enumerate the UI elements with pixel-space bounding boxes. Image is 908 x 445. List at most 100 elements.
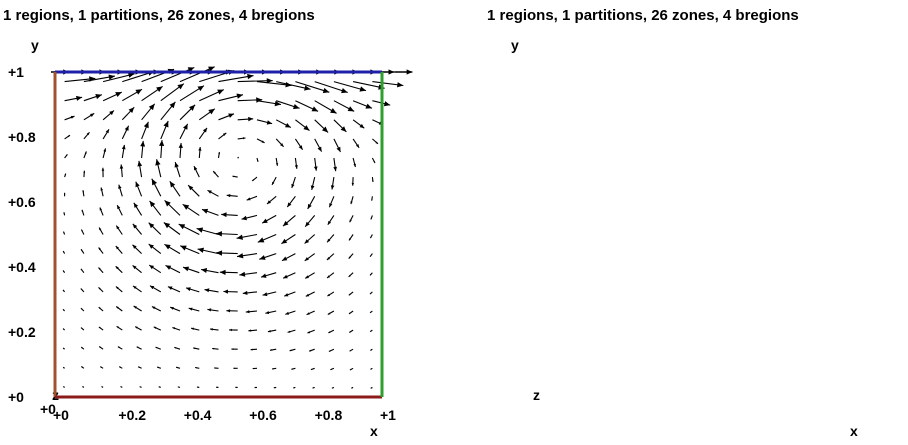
vector-arrow-head bbox=[63, 192, 66, 195]
vector-arrow-head bbox=[163, 121, 169, 128]
vector-arrow-head bbox=[370, 255, 372, 257]
vector-arrow-head bbox=[174, 347, 177, 349]
vector-arrow-head bbox=[322, 87, 330, 94]
vector-arrow-head bbox=[371, 199, 373, 201]
vector-arrow-head bbox=[81, 249, 83, 251]
vector-arrow-head bbox=[330, 185, 335, 190]
vector-arrow-head bbox=[370, 387, 373, 389]
vector-arrow-head bbox=[349, 349, 352, 352]
vector-arrow-head bbox=[237, 157, 239, 159]
vector-arrow-head bbox=[349, 331, 351, 333]
vector-arrow-head bbox=[241, 215, 247, 221]
vector-arrow-head bbox=[151, 306, 156, 310]
vector-arrow-head bbox=[198, 147, 202, 151]
vector-arrow-head bbox=[222, 132, 227, 136]
vector-arrow-head bbox=[370, 236, 372, 239]
vector-arrow-head bbox=[109, 110, 114, 116]
vector-arrow-head bbox=[252, 367, 255, 370]
vector-arrow-head bbox=[177, 83, 184, 90]
vector-arrow-head bbox=[261, 273, 267, 278]
vector-arrow-head bbox=[383, 101, 391, 107]
vector-arrow-head bbox=[132, 265, 137, 270]
vector-arrow-head bbox=[259, 255, 266, 260]
vector-arrow-head bbox=[245, 310, 250, 314]
vector-arrow-head bbox=[347, 106, 355, 112]
vector-arrow-head bbox=[370, 273, 372, 276]
vector-arrow-head bbox=[246, 197, 251, 201]
vector-arrow-head bbox=[336, 146, 341, 152]
vector-arrow-head bbox=[218, 152, 220, 155]
vector-arrow-head bbox=[101, 386, 104, 388]
vector-arrow-head bbox=[81, 229, 83, 232]
vector-arrow-head bbox=[95, 94, 102, 100]
vector-arrow-head bbox=[128, 72, 135, 78]
vector-arrow-head bbox=[70, 115, 75, 119]
vector-arrow-head bbox=[216, 250, 223, 256]
vector-arrow-head bbox=[63, 251, 65, 253]
vector-arrow-head bbox=[196, 386, 199, 388]
y-tick-label: +0 bbox=[8, 389, 24, 405]
boundary-layer bbox=[53, 70, 384, 399]
vector-arrow-head bbox=[169, 181, 176, 188]
vector-arrow-head bbox=[326, 257, 331, 260]
vector-arrow-head bbox=[133, 202, 139, 208]
vector-arrow-head bbox=[65, 154, 68, 156]
vector-arrow-head bbox=[291, 368, 293, 370]
vector-arrow-head bbox=[274, 100, 281, 107]
vector-arrow-head bbox=[178, 143, 183, 148]
vector-arrow-head bbox=[289, 349, 292, 352]
vector-arrow-head bbox=[340, 126, 347, 132]
vector-arrow-head bbox=[105, 129, 109, 134]
vector-arrow-head bbox=[228, 113, 234, 118]
vector-arrow-head bbox=[174, 162, 179, 168]
vector-arrow-head bbox=[333, 166, 337, 172]
vector-arrow-head bbox=[99, 207, 102, 211]
vector-arrow-head bbox=[237, 253, 244, 259]
vector-arrow-head bbox=[186, 287, 191, 292]
vector-arrow-head bbox=[176, 367, 178, 369]
vector-arrow-head bbox=[164, 244, 171, 250]
vector-arrow-head bbox=[153, 326, 157, 329]
vector-arrow-head bbox=[98, 267, 101, 270]
vector-arrow-head bbox=[63, 231, 65, 234]
vector-arrow-head bbox=[232, 175, 235, 178]
vector-arrow-head bbox=[330, 108, 337, 114]
vector-arrow-head bbox=[375, 141, 378, 144]
vector-arrow-head bbox=[76, 95, 83, 101]
vector-arrow-head bbox=[80, 268, 83, 271]
vector-arrow-head bbox=[98, 247, 101, 251]
vector-arrow-head bbox=[63, 328, 65, 331]
vector-arrow-head bbox=[163, 222, 171, 229]
vector-arrow-head bbox=[287, 202, 292, 207]
vector-arrow-head bbox=[293, 387, 295, 389]
vector-arrow-head bbox=[116, 326, 119, 329]
vector-arrow-head bbox=[226, 194, 231, 198]
vector-arrow-head bbox=[149, 285, 155, 290]
vector-arrow-head bbox=[305, 293, 310, 297]
vector-arrow-head bbox=[270, 349, 273, 351]
vector-arrow-head bbox=[124, 125, 129, 131]
vector-arrow-head bbox=[201, 268, 208, 273]
vector-arrow-head bbox=[217, 89, 224, 95]
y-tick-label: +0.6 bbox=[8, 194, 36, 210]
vector-arrow-head bbox=[159, 140, 165, 146]
vector-arrow-head bbox=[307, 203, 312, 209]
x-tick-label: +1 bbox=[380, 407, 396, 423]
vector-arrow-head bbox=[63, 367, 65, 369]
vector-arrow-head bbox=[188, 185, 194, 191]
vector-arrow-head bbox=[178, 224, 186, 230]
vector-arrow-head bbox=[331, 387, 334, 389]
vector-arrow-head bbox=[229, 328, 232, 332]
vector-arrow-head bbox=[283, 274, 288, 279]
vector-arrow-head bbox=[81, 347, 83, 349]
vector-arrow-head bbox=[155, 347, 158, 349]
vector-arrow-head bbox=[265, 311, 270, 315]
vector-arrow-head bbox=[101, 167, 105, 171]
vector-arrow-head bbox=[212, 347, 215, 350]
vector-arrow-head bbox=[257, 160, 259, 162]
vector-arrow-head bbox=[226, 309, 231, 313]
x-axis-label: x bbox=[370, 423, 378, 439]
vector-arrow-head bbox=[250, 348, 253, 351]
vector-arrow-head bbox=[242, 137, 246, 140]
vector-arrow-head bbox=[365, 103, 372, 109]
